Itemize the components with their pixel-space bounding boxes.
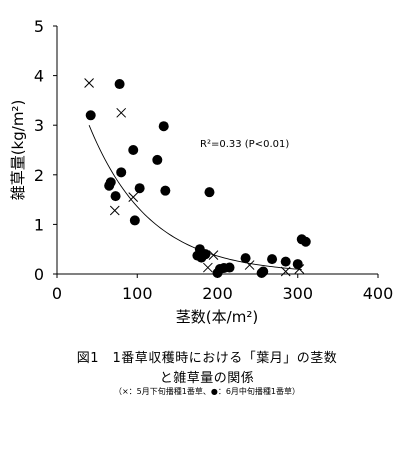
- x-axis-title: 茎数(本/m²): [176, 308, 258, 326]
- cross-marker: [109, 205, 120, 216]
- cross-marker: [84, 78, 94, 88]
- cross-marker: [116, 107, 127, 118]
- circle-marker: [110, 191, 121, 202]
- y-tick-label: 1: [34, 215, 44, 234]
- data-points: [84, 78, 311, 279]
- circle-marker: [85, 110, 96, 121]
- y-tick-label: 2: [34, 166, 44, 185]
- y-tick-label: 3: [34, 116, 44, 135]
- circle-marker: [224, 262, 235, 273]
- circle-marker: [300, 236, 311, 247]
- annotation-r2: R²=0.33 (P<0.01): [200, 139, 289, 150]
- y-tick-label: 0: [34, 265, 44, 284]
- circle-marker: [267, 254, 278, 265]
- circle-marker: [258, 266, 269, 277]
- circle-marker: [114, 79, 125, 90]
- circle-marker: [280, 256, 291, 267]
- y-axis-title: 雑草量(kg/m²): [9, 100, 27, 201]
- x-tick-label: 200: [202, 284, 233, 303]
- caption-line-1: 図1 1番草収穫時における「葉月」の茎数: [76, 351, 338, 366]
- caption-note: （×：5月下旬播種1番草、●：6月中旬播種1番草）: [113, 387, 301, 396]
- caption-line-2: と雑草量の関係: [159, 371, 255, 386]
- cross-marker: [203, 262, 213, 273]
- circle-marker: [105, 177, 116, 188]
- cross-marker: [208, 250, 219, 261]
- circle-marker: [160, 185, 171, 196]
- circle-marker: [200, 249, 211, 260]
- x-tick-label: 0: [52, 284, 62, 303]
- axis-ticks: 0 100 200 300 400 0 1 2 3 4 5: [34, 17, 393, 303]
- circle-marker: [204, 187, 215, 198]
- circle-marker: [116, 167, 127, 178]
- circle-marker: [152, 154, 163, 165]
- circle-marker: [292, 259, 303, 270]
- y-tick-label: 5: [34, 17, 44, 36]
- circle-marker: [158, 121, 169, 132]
- cross-marker: [280, 266, 291, 277]
- y-tick-label: 4: [34, 67, 44, 86]
- cross-marker: [128, 192, 139, 202]
- circle-marker: [128, 145, 139, 155]
- circle-marker: [134, 183, 145, 194]
- x-tick-label: 300: [282, 284, 313, 303]
- circle-marker: [240, 253, 251, 264]
- x-tick-label: 100: [122, 284, 153, 303]
- x-tick-label: 400: [363, 284, 394, 303]
- circle-marker: [129, 215, 140, 226]
